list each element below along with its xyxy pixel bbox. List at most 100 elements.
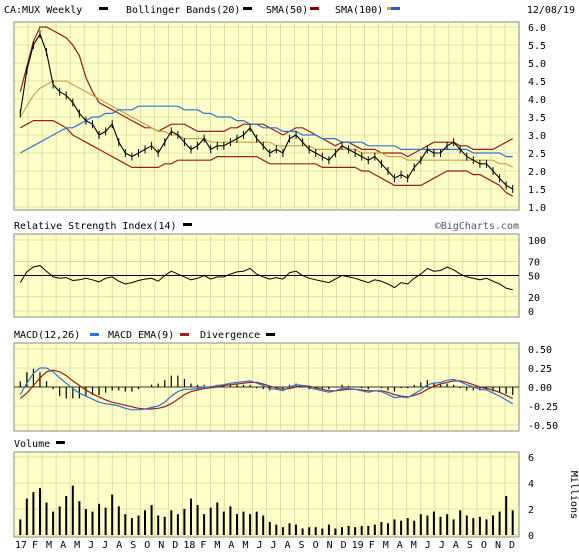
volume-bar bbox=[327, 524, 330, 535]
volume-bar bbox=[373, 524, 376, 535]
volume-bar bbox=[413, 520, 416, 535]
macd-lines bbox=[14, 367, 519, 411]
symbol-label: CA:MUX Weekly bbox=[4, 5, 82, 16]
y-tick-label: 0 bbox=[528, 307, 534, 318]
volume-panel: Volume 6 4 2 0 Millions bbox=[13, 439, 579, 542]
volume-bar bbox=[78, 501, 81, 535]
volume-bar bbox=[163, 516, 166, 535]
volume-bar bbox=[203, 514, 206, 535]
x-tick-label: F bbox=[369, 540, 375, 551]
sma50-legend-label: SMA(50) bbox=[266, 5, 308, 16]
x-tick-label: M bbox=[46, 540, 52, 551]
macd-ema-legend-label: MACD EMA(9) bbox=[108, 330, 174, 341]
bollinger-lower-line bbox=[20, 119, 513, 197]
volume-bar bbox=[176, 514, 179, 535]
volume-panel-label: Volume bbox=[14, 439, 50, 450]
sma100-blue-swatch bbox=[391, 7, 400, 10]
volume-bar bbox=[19, 519, 22, 535]
x-tick-label: D bbox=[341, 540, 347, 551]
divergence-legend-swatch bbox=[266, 333, 275, 336]
x-tick-label: J bbox=[88, 540, 94, 551]
y-tick-label: 1.5 bbox=[528, 185, 546, 196]
volume-bar bbox=[104, 507, 107, 535]
volume-bar bbox=[52, 511, 55, 535]
x-tick-label: M bbox=[242, 540, 248, 551]
bollinger-legend-swatch bbox=[243, 7, 252, 10]
y-tick-label: -0.25 bbox=[528, 402, 558, 413]
volume-bar bbox=[478, 516, 481, 535]
symbol-legend-swatch bbox=[99, 7, 108, 10]
y-tick-label: -0.50 bbox=[528, 421, 558, 432]
macd-line bbox=[19, 367, 514, 411]
volume-bar bbox=[295, 524, 297, 535]
volume-bar bbox=[492, 515, 494, 535]
volume-bar bbox=[124, 514, 127, 535]
volume-bar bbox=[426, 515, 429, 535]
volume-bar bbox=[400, 520, 403, 535]
x-tick-label: D bbox=[172, 540, 178, 551]
x-tick-label: N bbox=[495, 540, 501, 551]
x-tick-label: O bbox=[144, 540, 150, 551]
volume-bar bbox=[354, 527, 357, 535]
volume-bar bbox=[45, 502, 48, 535]
y-tick-label: 4 bbox=[528, 479, 534, 490]
volume-bar bbox=[314, 527, 317, 535]
x-tick-label: D bbox=[509, 540, 515, 551]
volume-bar bbox=[387, 523, 389, 535]
x-tick-label: M bbox=[214, 540, 220, 551]
rsi-legend-swatch bbox=[183, 223, 192, 226]
volume-bar bbox=[91, 511, 94, 535]
y-tick-label: 3.0 bbox=[528, 131, 546, 142]
y-tick-label: 2 bbox=[528, 505, 534, 516]
x-tick-label: 19 bbox=[352, 540, 364, 551]
macd-axis: 0.50 0.25 0.00 -0.25 -0.50 bbox=[528, 345, 558, 432]
x-tick-label: A bbox=[228, 540, 234, 551]
volume-bar bbox=[98, 503, 101, 535]
chart-date: 12/08/19 bbox=[527, 5, 575, 16]
volume-bar bbox=[452, 519, 455, 535]
volume-bar bbox=[505, 496, 508, 535]
x-tick-label: S bbox=[299, 540, 305, 551]
x-tick-label: 18 bbox=[183, 540, 195, 551]
volume-bar bbox=[347, 525, 350, 535]
x-tick-label: M bbox=[74, 540, 80, 551]
volume-bar bbox=[236, 514, 238, 535]
y-tick-label: 5.5 bbox=[528, 41, 546, 52]
rsi-line bbox=[19, 265, 513, 291]
x-tick-label: J bbox=[270, 540, 276, 551]
volume-bar bbox=[255, 511, 258, 535]
x-tick-label: F bbox=[200, 540, 206, 551]
volume-bar bbox=[341, 527, 343, 535]
macd-panel: MACD(12,26) MACD EMA(9) Divergence 0.500… bbox=[13, 330, 558, 432]
price-grid bbox=[14, 22, 519, 210]
x-tick-label: F bbox=[32, 540, 38, 551]
volume-bar bbox=[117, 506, 120, 535]
volume-bar bbox=[472, 518, 475, 535]
volume-bar bbox=[84, 509, 87, 535]
volume-bar bbox=[242, 511, 245, 535]
bollinger-upper-line bbox=[19, 26, 513, 158]
y-tick-label: 0.00 bbox=[528, 383, 552, 394]
volume-bar bbox=[268, 522, 271, 535]
y-tick-label: 4.5 bbox=[528, 77, 546, 88]
volume-bar bbox=[288, 523, 291, 535]
volume-unit-label: Millions bbox=[568, 471, 579, 519]
x-tick-label: A bbox=[453, 540, 459, 551]
volume-bar bbox=[249, 514, 252, 535]
volume-bar bbox=[111, 494, 114, 535]
volume-bar bbox=[222, 511, 225, 535]
macd-ema-legend-swatch bbox=[180, 333, 189, 336]
x-tick-label: O bbox=[313, 540, 319, 551]
volume-bar bbox=[419, 514, 422, 535]
y-tick-label: 1.0 bbox=[528, 203, 546, 214]
volume-bar bbox=[511, 510, 514, 535]
volume-bar bbox=[446, 514, 449, 535]
x-tick-label: J bbox=[102, 540, 108, 551]
x-tick-label: J bbox=[425, 540, 431, 551]
x-tick-label: 17 bbox=[15, 540, 27, 551]
volume-bar bbox=[137, 515, 140, 535]
sma50-line bbox=[19, 80, 513, 168]
volume-bar bbox=[380, 522, 383, 535]
volume-bar bbox=[65, 496, 68, 535]
volume-bar bbox=[485, 519, 488, 535]
